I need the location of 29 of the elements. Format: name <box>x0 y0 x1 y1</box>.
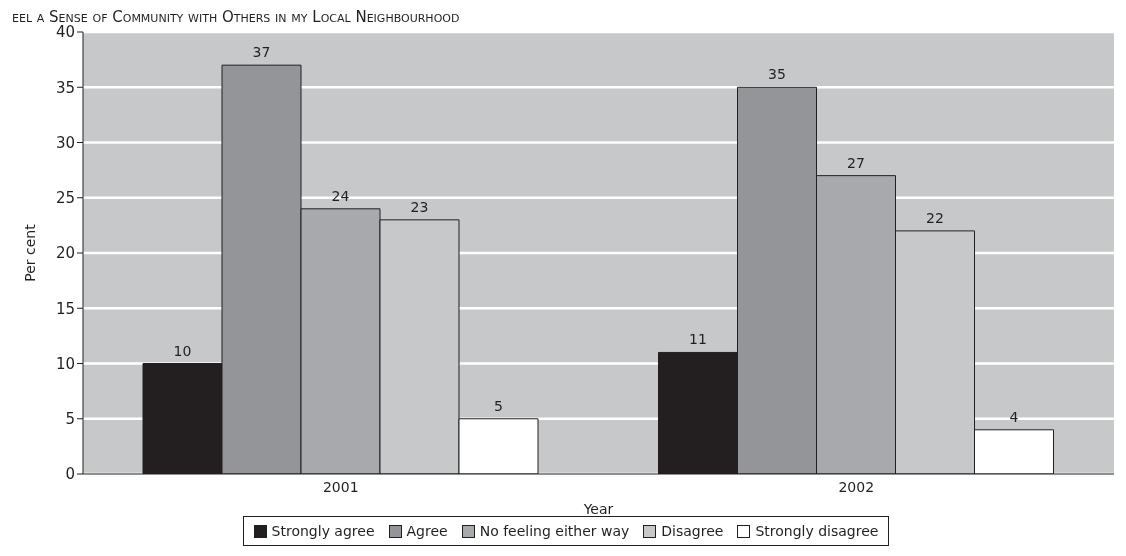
data-label: 23 <box>410 198 429 215</box>
y-axis-title: Per cent <box>21 223 38 282</box>
legend-label: No feeling either way <box>479 523 630 539</box>
chart-title: eel a Sense of Community with Others in my Local Neighbourhood <box>12 8 460 26</box>
x-tick-label: 2002 <box>838 478 875 495</box>
legend-label: Agree <box>406 523 448 539</box>
y-tick-label: 35 <box>55 78 75 97</box>
y-tick-label: 15 <box>55 299 75 318</box>
data-label: 35 <box>768 66 786 83</box>
data-label: 11 <box>689 331 707 348</box>
x-tick-label: 2001 <box>322 478 359 495</box>
y-tick-label: 20 <box>55 244 75 263</box>
data-label: 10 <box>173 342 192 359</box>
data-label: 37 <box>252 44 271 61</box>
data-label: 5 <box>494 397 503 414</box>
y-tick-label: 10 <box>55 354 75 373</box>
y-tick-label: 0 <box>65 465 75 484</box>
data-label: 22 <box>926 209 944 226</box>
y-tick-label: 40 <box>55 23 75 42</box>
data-label: 27 <box>847 154 865 171</box>
legend-label: Strongly disagree <box>755 523 879 539</box>
data-label: 24 <box>331 187 350 204</box>
x-axis-title: Year <box>582 501 614 517</box>
y-tick-label: 25 <box>55 189 75 208</box>
data-label: 4 <box>1009 408 1019 425</box>
y-tick-label: 30 <box>55 133 75 152</box>
legend-label: Strongly agree <box>271 523 375 539</box>
legend-label: Disagree <box>661 523 724 539</box>
y-tick-label: 5 <box>65 410 75 429</box>
